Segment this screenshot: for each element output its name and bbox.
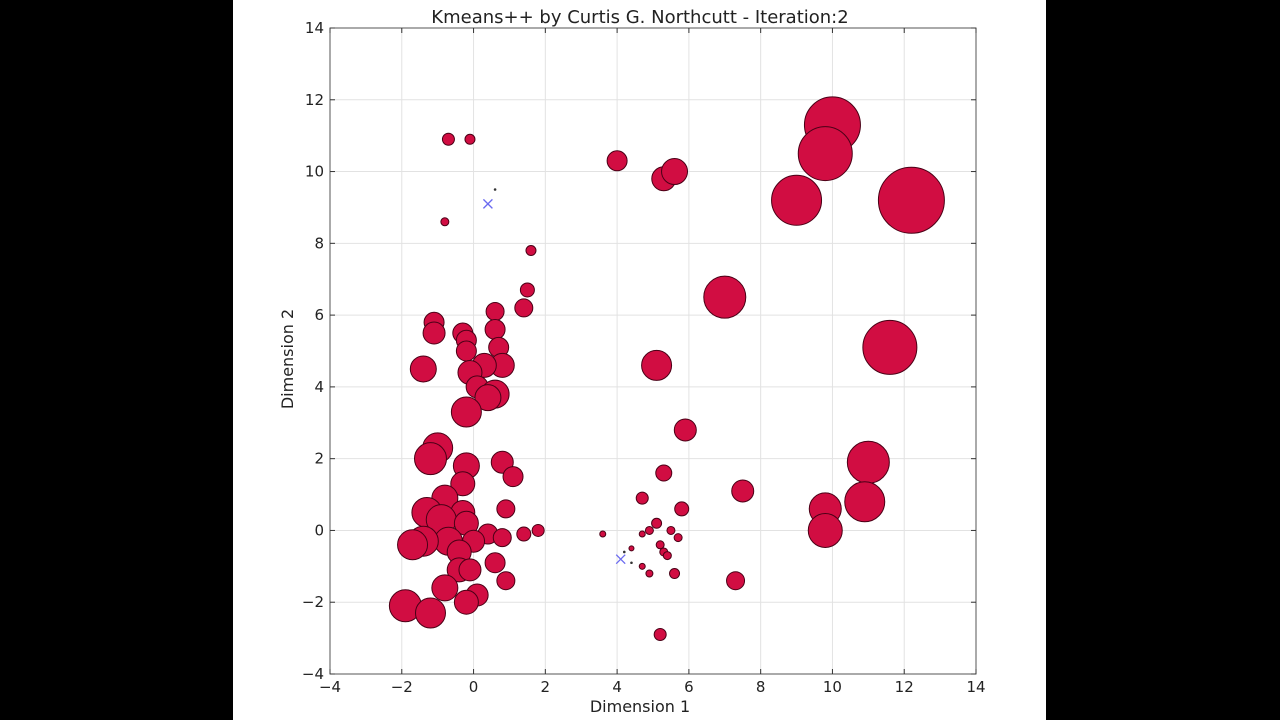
data-point	[731, 479, 755, 503]
y-tick-label: 0	[314, 521, 324, 539]
data-point	[669, 568, 681, 580]
small-dot	[622, 550, 626, 554]
data-point	[644, 525, 654, 535]
y-axis-label: Dimension 2	[278, 309, 297, 409]
centroid-marker	[482, 198, 493, 209]
data-point	[673, 533, 683, 543]
x-tick-label: 0	[469, 678, 479, 696]
data-point	[516, 526, 532, 542]
data-point	[431, 574, 459, 602]
data-point	[844, 481, 886, 523]
data-point	[484, 318, 506, 340]
data-point	[645, 569, 654, 578]
data-point	[666, 525, 676, 535]
data-point	[661, 158, 689, 186]
data-point	[653, 628, 667, 642]
y-tick-label: −2	[302, 593, 324, 611]
data-point	[440, 217, 450, 227]
data-point	[458, 558, 482, 582]
y-tick-label: 6	[314, 306, 324, 324]
scatter-chart: −4 −2 0 2 4 6 8 10 12 14 −4 −2 0 2 4 6 8 10 12 14 Kmeans++ …	[278, 7, 986, 716]
y-tick-label: 12	[305, 91, 324, 109]
data-point	[846, 440, 890, 484]
data-point	[492, 528, 512, 548]
data-point	[638, 562, 646, 570]
data-point	[502, 466, 524, 488]
x-tick-label: −2	[391, 678, 413, 696]
data-point	[638, 530, 646, 538]
data-point	[485, 302, 505, 322]
data-point	[496, 571, 516, 591]
small-dot	[493, 188, 497, 191]
x-tick-label: −4	[319, 678, 341, 696]
centroid-stroke	[615, 554, 626, 565]
data-point	[674, 501, 690, 517]
y-tick-label: 4	[314, 378, 324, 396]
data-point	[628, 545, 635, 552]
y-tick-label: 2	[314, 450, 324, 468]
axis-ticks: −4 −2 0 2 4 6 8 10 12 14 −4 −2 0 2 4 6 8 10 12 14	[302, 19, 986, 696]
data-point	[703, 275, 747, 319]
chart-title: Kmeans++ by Curtis G. Northcutt - Iterat…	[431, 7, 848, 28]
data-point	[409, 355, 437, 383]
data-point	[599, 530, 607, 538]
data-point	[797, 126, 853, 182]
y-tick-label: 14	[305, 19, 324, 37]
data-point	[635, 491, 649, 505]
data-points	[388, 96, 945, 642]
centroid-stroke	[482, 198, 493, 209]
data-point	[862, 319, 918, 375]
y-tick-label: −4	[302, 665, 324, 683]
data-point	[414, 597, 446, 629]
data-point	[453, 589, 479, 615]
x-tick-label: 12	[895, 678, 914, 696]
x-tick-label: 6	[684, 678, 694, 696]
y-tick-label: 10	[305, 163, 324, 181]
data-point	[606, 150, 628, 172]
x-tick-label: 2	[541, 678, 551, 696]
data-point	[464, 133, 476, 145]
data-point	[655, 540, 665, 550]
x-tick-label: 14	[966, 678, 985, 696]
data-point	[450, 396, 482, 428]
data-point	[484, 552, 506, 574]
x-axis-label: Dimension 1	[590, 697, 690, 716]
data-point	[771, 174, 823, 226]
centroid-marker	[615, 554, 626, 565]
data-point	[514, 298, 534, 318]
data-point	[726, 571, 746, 591]
chart-panel: −4 −2 0 2 4 6 8 10 12 14 −4 −2 0 2 4 6 8 10 12 14 Kmeans++ …	[233, 0, 1046, 720]
data-point	[441, 132, 455, 146]
data-point	[641, 349, 673, 381]
data-point	[450, 471, 476, 497]
data-point	[651, 517, 663, 529]
x-tick-label: 10	[823, 678, 842, 696]
data-point	[519, 282, 535, 298]
data-point	[655, 464, 673, 482]
x-tick-label: 4	[612, 678, 622, 696]
data-point	[877, 166, 945, 234]
x-tick-label: 8	[756, 678, 766, 696]
data-point	[525, 245, 537, 257]
plot-frame	[329, 27, 977, 675]
data-point	[397, 529, 429, 561]
data-point	[531, 523, 545, 537]
data-point	[474, 384, 502, 412]
data-point	[496, 499, 516, 519]
data-point	[807, 512, 843, 548]
small-dot	[630, 561, 633, 565]
data-point	[413, 442, 447, 476]
data-point	[662, 551, 672, 561]
data-point	[422, 321, 446, 345]
data-point	[673, 418, 697, 442]
data-point	[455, 340, 477, 362]
y-tick-label: 8	[314, 234, 324, 252]
